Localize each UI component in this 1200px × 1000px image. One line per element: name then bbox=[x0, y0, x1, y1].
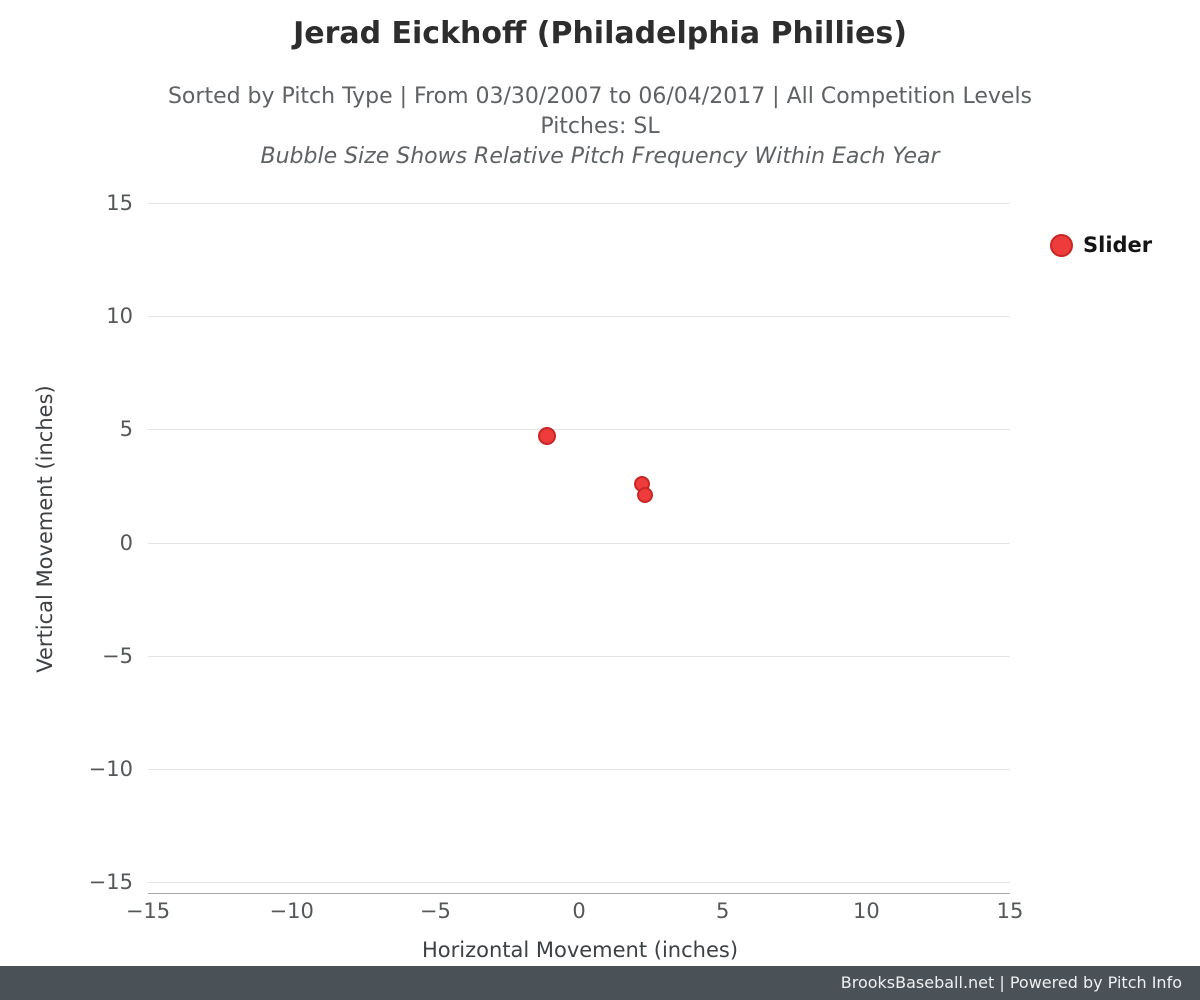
y-tick-label: −10 bbox=[88, 756, 133, 781]
chart-subtitle-range: Sorted by Pitch Type | From 03/30/2007 t… bbox=[167, 84, 1033, 109]
y-tick-label: 0 bbox=[119, 530, 133, 555]
legend: Slider bbox=[1050, 233, 1152, 257]
gridline-y bbox=[148, 542, 1010, 544]
chart-title: Jerad Eickhoff (Philadelphia Phillies) bbox=[293, 16, 907, 51]
pitch-bubble-slider bbox=[538, 427, 557, 446]
x-tick-label: −15 bbox=[125, 899, 171, 923]
y-axis-title: Vertical Movement (inches) bbox=[33, 385, 57, 673]
gridline-y bbox=[148, 655, 1010, 657]
y-tick-label: −5 bbox=[102, 643, 133, 668]
x-tick-label: −5 bbox=[419, 899, 451, 923]
gridline-y bbox=[148, 203, 1010, 204]
footer-credit: BrooksBaseball.net | Powered by Pitch In… bbox=[840, 973, 1182, 992]
y-tick-label: 5 bbox=[119, 417, 133, 442]
footer-bar: BrooksBaseball.net | Powered by Pitch In… bbox=[0, 966, 1200, 1000]
plot-area bbox=[148, 203, 1010, 883]
x-tick-label: 5 bbox=[715, 899, 730, 923]
y-tick-label: 15 bbox=[106, 191, 133, 215]
gridline-y bbox=[148, 882, 1010, 883]
x-axis-title: Horizontal Movement (inches) bbox=[421, 938, 739, 962]
x-tick-label: 10 bbox=[852, 899, 880, 923]
legend-label-slider: Slider bbox=[1083, 233, 1153, 257]
x-tick-label: 0 bbox=[572, 899, 586, 923]
pitch-bubble-slider bbox=[637, 486, 654, 503]
legend-marker-slider bbox=[1050, 233, 1073, 257]
x-tick-label: −10 bbox=[269, 899, 314, 923]
chart-subtitle-pitches: Pitches: SL bbox=[540, 114, 660, 139]
gridline-y bbox=[148, 768, 1010, 770]
x-tick-label: 15 bbox=[996, 899, 1024, 923]
y-tick-label: 10 bbox=[106, 304, 133, 329]
chart-subtitle-note: Bubble Size Shows Relative Pitch Frequen… bbox=[260, 144, 940, 169]
x-axis-line bbox=[148, 893, 1010, 894]
gridline-y bbox=[148, 316, 1010, 318]
gridline-y bbox=[148, 429, 1010, 431]
y-tick-label: −15 bbox=[88, 870, 133, 894]
